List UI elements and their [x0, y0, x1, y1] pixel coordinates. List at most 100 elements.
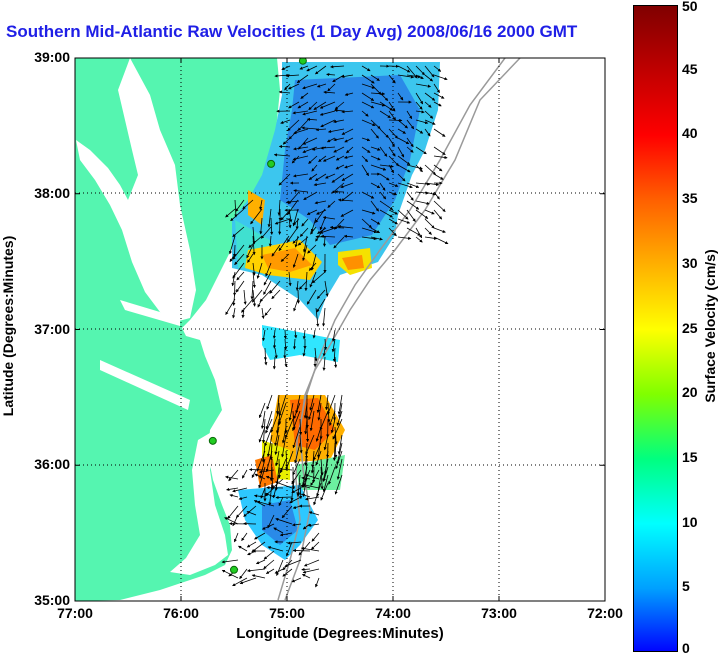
velocity-arrow [266, 434, 273, 458]
velocity-arrow [424, 164, 437, 176]
velocity-arrow [333, 137, 345, 142]
velocity-arrow [302, 235, 308, 253]
velocity-arrow [388, 191, 398, 196]
velocity-arrow [318, 155, 327, 163]
velocity-arrow [278, 394, 287, 417]
velocity-arrow [256, 262, 263, 279]
velocity-arrow [424, 65, 435, 78]
plot-title: Southern Mid-Atlantic Raw Velocities (1 … [6, 22, 578, 41]
radar-station-marker [267, 159, 276, 168]
velocity-arrow [397, 236, 412, 240]
velocity-arrow [433, 164, 443, 172]
velocity-arrow [228, 235, 236, 255]
velocity-arrow [264, 426, 273, 447]
velocity-arrow [336, 410, 343, 426]
velocity-arrow [257, 298, 263, 308]
velocity-arrow [326, 72, 336, 77]
velocity-arrow [370, 155, 381, 161]
velocity-arrow [303, 402, 308, 419]
velocity-arrow [270, 217, 274, 235]
velocity-arrow [292, 236, 300, 244]
velocity-arrow [315, 208, 326, 223]
velocity-arrow [276, 559, 284, 577]
velocity-arrow [235, 280, 245, 293]
velocity-arrow [332, 418, 343, 440]
velocity-arrow [227, 505, 239, 520]
velocity-arrow [278, 173, 291, 186]
velocity-arrow [232, 244, 245, 260]
velocity-arrow [292, 426, 301, 449]
colorbar-tick-label: 40 [682, 125, 698, 142]
velocity-arrow [302, 483, 320, 489]
velocity-arrow [286, 541, 293, 557]
velocity-arrow [308, 262, 317, 271]
velocity-arrow [341, 128, 354, 135]
velocity-arrow [308, 173, 318, 180]
velocity-arrow [224, 517, 239, 525]
velocity-arrow [231, 271, 236, 287]
x-tick-label: 72:00 [587, 605, 623, 621]
velocity-arrow [415, 209, 429, 219]
velocity-arrow [248, 235, 263, 248]
y-tick-label: 37:00 [34, 320, 70, 337]
velocity-arrow [388, 164, 394, 174]
velocity-arrow [299, 227, 309, 237]
velocity-arrow [331, 329, 336, 342]
velocity-arrow [293, 146, 309, 151]
velocity-arrow [238, 496, 248, 500]
velocity-arrow [433, 101, 442, 107]
velocity-arrow [259, 199, 263, 211]
velocity-arrow [388, 146, 396, 157]
velocity-arrow [433, 209, 443, 220]
velocity-arrow [336, 442, 343, 465]
velocity-arrow [275, 517, 293, 525]
velocity-arrow [292, 110, 309, 115]
velocity-arrow [388, 137, 395, 147]
velocity-arrow [265, 492, 275, 498]
velocity-arrow [370, 146, 381, 151]
velocity-arrow [316, 83, 327, 88]
velocity-arrow [278, 235, 290, 252]
velocity-arrow [288, 271, 292, 287]
x-tick-label: 74:00 [375, 605, 411, 621]
velocity-arrow [424, 101, 432, 108]
velocity-arrow [241, 298, 254, 313]
velocity-arrow [379, 200, 394, 210]
velocity-arrow [252, 271, 256, 289]
velocity-arrow [306, 65, 318, 72]
velocity-arrow [361, 101, 375, 109]
velocity-arrow [292, 410, 301, 432]
velocity-arrow [433, 92, 445, 99]
velocity-arrow [327, 200, 336, 208]
velocity-arrow [272, 474, 280, 499]
velocity-arrow [325, 173, 336, 179]
velocity-arrow [308, 155, 318, 164]
velocity-arrow [310, 541, 320, 550]
velocity-arrow [370, 128, 379, 139]
colorbar-tick-label: 0 [682, 640, 690, 656]
velocity-arrow [319, 410, 329, 431]
velocity-arrow [341, 110, 354, 114]
velocity-arrow [388, 209, 398, 215]
velocity-arrow [316, 298, 326, 313]
velocity-arrow [397, 92, 404, 101]
velocity-arrow [294, 329, 298, 339]
velocity-arrow [252, 226, 256, 245]
velocity-arrow [370, 101, 386, 107]
velocity-arrow [292, 548, 311, 553]
velocity-arrow [243, 289, 247, 305]
velocity-arrow [288, 101, 300, 109]
velocity-arrow [284, 83, 291, 91]
velocity-arrow [424, 119, 436, 125]
velocity-arrow [312, 329, 316, 339]
velocity-arrow [415, 227, 423, 239]
velocity-arrow [325, 394, 329, 411]
velocity-arrow [344, 137, 354, 143]
velocity-arrow [305, 474, 320, 480]
velocity-arrow [406, 146, 414, 153]
velocity-arrow [309, 271, 317, 288]
velocity-arrow [424, 110, 434, 119]
velocity-arrow [322, 216, 336, 220]
velocity-arrow [397, 137, 410, 145]
velocity-arrow [433, 74, 448, 81]
